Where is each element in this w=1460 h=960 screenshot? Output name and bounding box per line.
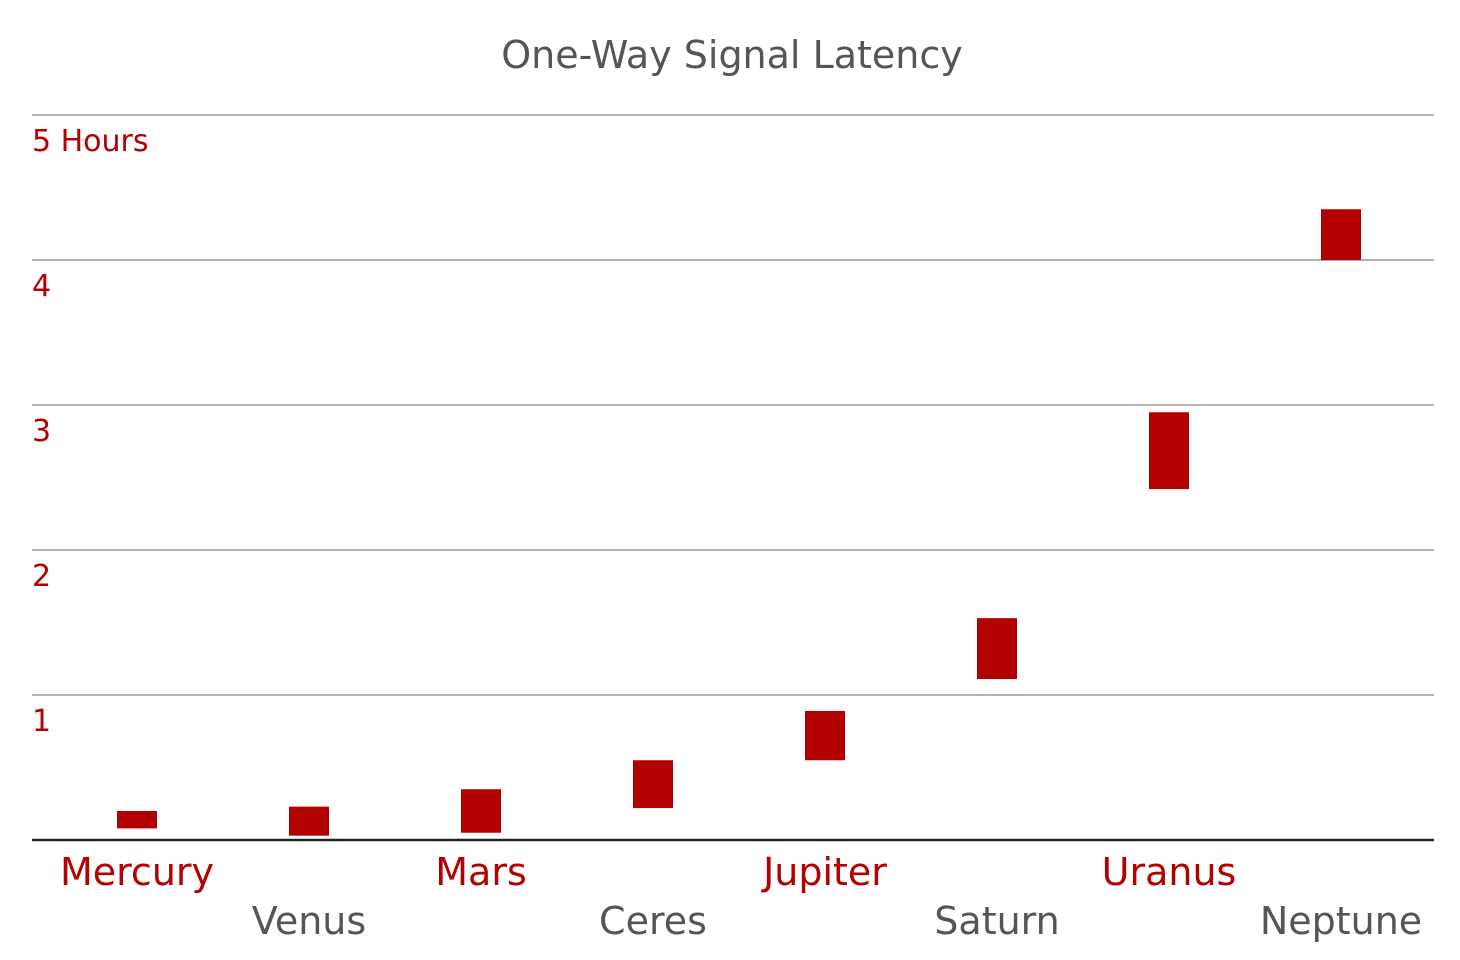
- chart-title: One-Way Signal Latency: [501, 33, 963, 77]
- bar-ceres: [633, 760, 673, 809]
- bar-neptune: [1321, 209, 1361, 260]
- category-label-uranus: Uranus: [1102, 850, 1237, 894]
- grid-lines: [32, 114, 1434, 696]
- y-tick-label: 5 Hours: [32, 124, 149, 159]
- y-tick-label: 3: [32, 414, 51, 449]
- category-label-mercury: Mercury: [60, 850, 214, 894]
- bar-mercury: [117, 811, 157, 829]
- category-label-saturn: Saturn: [934, 899, 1059, 943]
- bar-mars: [461, 789, 501, 833]
- y-tick-labels: 1 2 3 4 5 Hours: [32, 124, 149, 739]
- bar-venus: [289, 806, 329, 836]
- category-label-ceres: Ceres: [599, 899, 707, 943]
- y-tick-label: 4: [32, 269, 51, 304]
- category-label-venus: Venus: [252, 899, 366, 943]
- category-label-jupiter: Jupiter: [761, 850, 887, 894]
- y-tick-label: 1: [32, 704, 51, 739]
- category-labels: Mercury Venus Mars Ceres Jupiter Saturn Uranus…: [60, 850, 1422, 943]
- bar-jupiter: [805, 710, 845, 761]
- y-tick-label: 2: [32, 559, 51, 594]
- bar-saturn: [977, 618, 1017, 680]
- category-label-mars: Mars: [435, 850, 527, 894]
- bar-uranus: [1149, 412, 1189, 490]
- bars: [117, 209, 1361, 836]
- category-label-neptune: Neptune: [1260, 899, 1422, 943]
